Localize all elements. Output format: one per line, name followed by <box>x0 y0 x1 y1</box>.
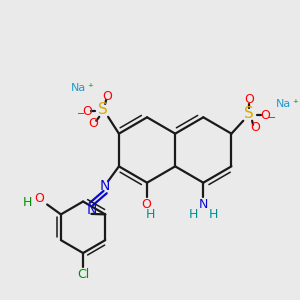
Text: H: H <box>23 196 32 209</box>
Text: −: − <box>77 109 86 119</box>
Text: O: O <box>244 94 254 106</box>
Text: O: O <box>250 121 260 134</box>
Text: S: S <box>244 106 254 121</box>
Text: O: O <box>260 109 270 122</box>
Text: O: O <box>102 89 112 103</box>
Text: S: S <box>98 102 108 117</box>
Text: H: H <box>189 208 198 221</box>
Text: H: H <box>208 208 218 221</box>
Text: O: O <box>34 192 44 205</box>
Text: N: N <box>199 198 208 211</box>
Text: O: O <box>141 198 151 211</box>
Text: ⁺: ⁺ <box>87 83 93 93</box>
Text: N: N <box>100 179 110 193</box>
Text: N: N <box>86 203 97 217</box>
Text: −: − <box>268 113 276 123</box>
Text: O: O <box>88 117 98 130</box>
Text: Na: Na <box>71 83 86 93</box>
Text: O: O <box>82 105 92 119</box>
Text: Na: Na <box>276 99 291 109</box>
Text: ⁺: ⁺ <box>292 99 298 109</box>
Text: Cl: Cl <box>77 268 89 281</box>
Text: H: H <box>145 208 155 221</box>
